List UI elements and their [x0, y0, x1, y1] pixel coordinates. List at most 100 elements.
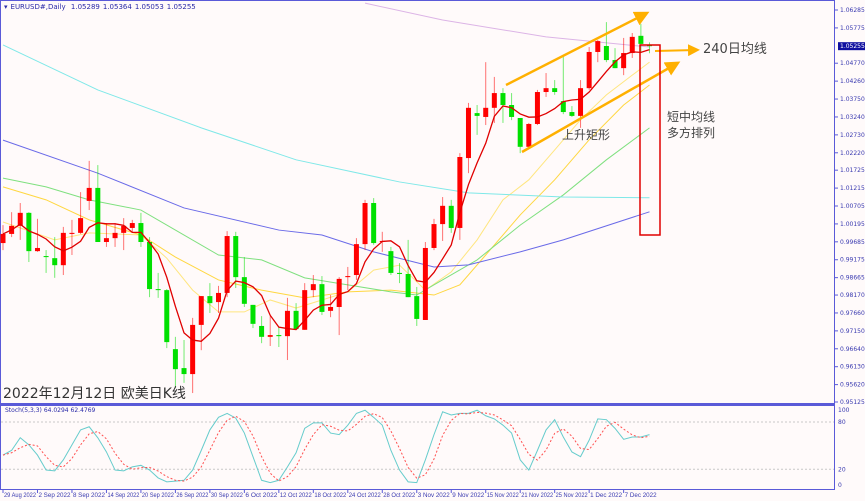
candle-body [388, 251, 394, 273]
candle [534, 89, 540, 126]
candle-body [147, 242, 153, 290]
price-tick-label: 1.04770 [840, 60, 865, 67]
date-tick-label: 7 Dec 2022 [625, 493, 658, 499]
candle [457, 153, 463, 240]
candle-body [241, 277, 247, 304]
candle-body [26, 212, 32, 252]
stoch-signal-value: 62.4769 [70, 407, 96, 414]
ma10-line [2, 61, 650, 313]
candle [647, 42, 652, 54]
candle-body [233, 236, 239, 278]
candle [526, 122, 532, 147]
candle [595, 40, 601, 63]
candle [336, 277, 342, 336]
price-tick-label: 0.95125 [840, 399, 865, 406]
candle [310, 275, 316, 298]
candle-body [34, 247, 40, 252]
candle-body [621, 53, 627, 69]
date-tick-label: 3 Nov 2022 [418, 493, 451, 499]
date-tick-label: 8 Sep 2022 [73, 493, 106, 499]
candle-body [52, 258, 58, 266]
candle [155, 272, 161, 298]
candle-body [629, 36, 635, 54]
ma-alignment-highlight-box [639, 44, 661, 236]
candle-body [483, 107, 489, 117]
price-tick-label: 0.96640 [840, 346, 865, 353]
stoch-axis-label: 80 [838, 419, 846, 426]
date-tick-label: 12 Oct 2022 [280, 493, 313, 499]
candle [302, 283, 308, 330]
candle [34, 218, 40, 252]
main-pane-frame [0, 0, 835, 404]
candle-body [603, 46, 609, 61]
price-tick-label: 1.05775 [840, 25, 865, 32]
date-tick-label: 20 Sep 2022 [142, 493, 175, 499]
candle-body [155, 289, 161, 291]
price-tick-label: 1.04260 [840, 78, 865, 85]
stoch-main-line [2, 409, 650, 484]
candle [26, 212, 32, 263]
candle-body [586, 51, 592, 89]
candle [431, 218, 437, 251]
candle-body [578, 88, 584, 116]
candle-body [431, 224, 437, 248]
candle [569, 106, 575, 117]
candle [405, 239, 411, 298]
candle-body [560, 101, 566, 113]
candle [319, 276, 325, 316]
high-value: 1.05364 [102, 3, 132, 11]
symbol-label: EURUSD#,Daily [10, 3, 66, 11]
price-tick-label: 0.96130 [840, 364, 865, 371]
date-tick-label: 21 Nov 2022 [521, 493, 554, 499]
price-tick-label: 1.03240 [840, 114, 865, 121]
candle [198, 296, 204, 351]
candle [552, 80, 558, 95]
candle [138, 212, 144, 247]
candle [250, 304, 256, 329]
date-tick-label: 18 Oct 2022 [314, 493, 347, 499]
candle-body [17, 212, 23, 226]
candle [371, 198, 377, 245]
candle-body [319, 284, 325, 312]
candle-body [465, 107, 471, 159]
candle [181, 340, 187, 383]
candle [448, 199, 454, 233]
candle-body [69, 232, 75, 234]
candle-body [405, 273, 411, 298]
close-value: 1.05255 [166, 3, 196, 11]
candle [509, 93, 515, 121]
open-value: 1.05289 [70, 3, 100, 11]
candle [129, 219, 135, 233]
candle-body [78, 218, 84, 233]
candle [422, 242, 428, 320]
candle-body [414, 296, 420, 319]
candle [560, 55, 566, 115]
price-tick-label: 0.98170 [840, 292, 865, 299]
candle [78, 192, 84, 234]
date-tick-label: 28 Oct 2022 [383, 493, 416, 499]
candle-body [526, 123, 532, 147]
candle-body [440, 205, 446, 225]
candle-body [224, 236, 230, 293]
current-price-box [838, 42, 865, 51]
candle [621, 37, 627, 76]
date-tick-label: 30 Sep 2022 [211, 493, 244, 499]
candle-body [552, 88, 558, 93]
date-tick-label: 15 Nov 2022 [487, 493, 520, 499]
candle-body [336, 278, 342, 307]
candle [474, 105, 480, 135]
candle-body [310, 284, 316, 291]
candle-body [86, 187, 92, 201]
candle-body [190, 324, 196, 375]
candle [0, 225, 6, 251]
price-tick-label: 0.99175 [840, 257, 865, 264]
candle [190, 317, 196, 394]
candle [216, 285, 221, 313]
low-value: 1.05053 [134, 3, 164, 11]
candle [233, 231, 239, 289]
candle [328, 295, 334, 318]
stochastic-label: Stoch(5,3,3) 64.0294 62.4769 [5, 407, 95, 414]
candle-body [293, 310, 299, 330]
collapse-triangle-icon[interactable]: ▾ [4, 3, 8, 11]
